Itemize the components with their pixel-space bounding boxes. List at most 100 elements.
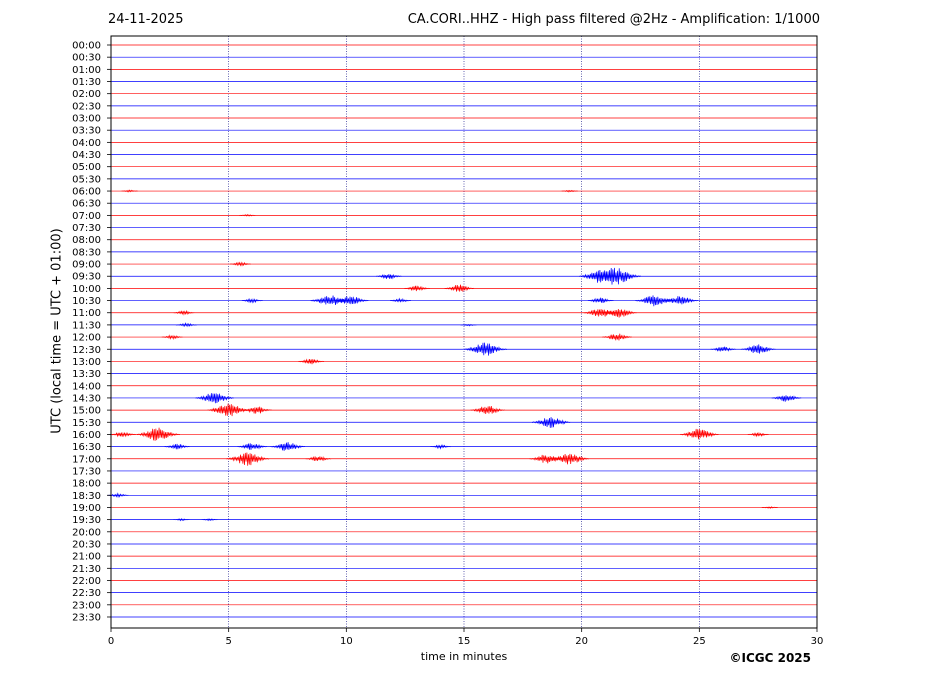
x-axis-ticks: 0 5 10 15 20 25 30 xyxy=(108,628,824,647)
seismic-burst xyxy=(771,395,802,402)
y-tick-label: 04:30 xyxy=(72,150,101,161)
seismic-bursts xyxy=(107,189,802,522)
seismic-burst xyxy=(602,333,632,341)
seismic-burst xyxy=(602,308,637,318)
seismic-burst xyxy=(207,403,251,417)
seismic-burst xyxy=(710,346,736,352)
y-tick-label: 04:00 xyxy=(72,138,101,149)
seismic-burst xyxy=(463,342,508,356)
y-tick-label: 06:30 xyxy=(72,199,101,210)
y-tick-label: 18:00 xyxy=(72,479,101,490)
seismic-burst xyxy=(389,297,411,303)
seismic-burst xyxy=(241,406,272,414)
y-tick-label: 18:30 xyxy=(72,491,101,502)
y-tick-label: 03:00 xyxy=(72,114,101,125)
seismic-burst xyxy=(173,309,195,316)
vertical-grid xyxy=(228,36,700,628)
y-tick-label: 14:00 xyxy=(72,381,101,392)
seismic-burst xyxy=(430,444,451,450)
seismic-burst xyxy=(741,344,776,354)
y-tick-label: 12:30 xyxy=(72,345,101,356)
y-tick-label: 01:30 xyxy=(72,77,101,88)
y-tick-label: 03:30 xyxy=(72,126,101,137)
y-tick-label: 12:00 xyxy=(72,333,101,344)
y-tick-label: 09:30 xyxy=(72,272,101,283)
seismic-burst xyxy=(333,296,369,305)
y-tick-label: 08:30 xyxy=(72,247,101,258)
y-tick-label: 23:00 xyxy=(72,600,101,611)
seismic-burst xyxy=(561,189,578,193)
y-tick-label: 00:00 xyxy=(72,41,101,52)
seismic-burst xyxy=(460,323,477,327)
y-tick-label: 19:00 xyxy=(72,503,101,514)
y-tick-label: 08:00 xyxy=(72,235,101,246)
y-tick-label: 07:30 xyxy=(72,223,101,234)
y-tick-label: 20:30 xyxy=(72,539,101,550)
trace-lines xyxy=(111,44,817,618)
y-tick-label: 22:00 xyxy=(72,576,101,587)
y-tick-label: 10:00 xyxy=(72,284,101,295)
seismic-burst xyxy=(679,428,719,440)
y-tick-label: 09:00 xyxy=(72,260,101,271)
y-tick-label: 14:30 xyxy=(72,393,101,404)
y-tick-label: 19:30 xyxy=(72,515,101,526)
seismic-burst xyxy=(404,285,431,292)
y-tick-label: 11:00 xyxy=(72,308,101,319)
seismic-burst xyxy=(531,417,571,428)
y-tick-label: 10:30 xyxy=(72,296,101,307)
seismic-burst xyxy=(310,295,350,305)
seismic-burst xyxy=(635,295,674,307)
x-tick-label: 20 xyxy=(575,636,588,647)
y-tick-label: 00:30 xyxy=(72,53,101,64)
seismic-burst xyxy=(237,443,268,450)
seismic-burst xyxy=(305,455,332,462)
y-tick-label: 16:30 xyxy=(72,442,101,453)
seismic-burst xyxy=(663,296,699,305)
y-tick-label: 20:00 xyxy=(72,527,101,538)
seismic-burst xyxy=(110,431,136,438)
y-axis-label: UTC (local time = UTC + 01:00) xyxy=(49,228,65,434)
seismic-burst xyxy=(298,358,325,365)
seismic-burst xyxy=(761,506,778,509)
copyright-label: ©ICGC 2025 xyxy=(729,651,811,665)
x-tick-label: 15 xyxy=(458,636,471,647)
chart-title: CA.CORI..HHZ - High pass filtered @2Hz -… xyxy=(407,12,820,27)
x-tick-label: 30 xyxy=(811,636,824,647)
seismic-burst xyxy=(229,261,251,267)
x-tick-label: 0 xyxy=(108,636,114,647)
y-tick-label: 02:00 xyxy=(72,89,101,100)
seismic-burst xyxy=(201,518,218,522)
date-label: 24-11-2025 xyxy=(108,12,184,27)
seismic-burst xyxy=(444,284,475,292)
y-tick-label: 06:00 xyxy=(72,187,101,198)
seismic-burst xyxy=(161,334,183,340)
seismic-burst xyxy=(550,453,590,465)
y-tick-label: 05:00 xyxy=(72,162,101,173)
y-tick-label: 02:30 xyxy=(72,101,101,112)
y-tick-label: 15:30 xyxy=(72,418,101,429)
y-tick-label: 21:30 xyxy=(72,564,101,575)
y-tick-label: 17:30 xyxy=(72,466,101,477)
y-tick-label: 11:30 xyxy=(72,320,101,331)
x-axis-label: time in minutes xyxy=(420,650,508,663)
y-tick-label: 01:00 xyxy=(72,65,101,76)
seismic-burst xyxy=(175,322,197,328)
seismic-burst xyxy=(136,427,181,441)
y-tick-label: 22:30 xyxy=(72,588,101,599)
y-tick-label: 07:00 xyxy=(72,211,101,222)
y-tick-label: 21:00 xyxy=(72,552,101,563)
y-tick-label: 13:30 xyxy=(72,369,101,380)
seismic-burst xyxy=(121,189,138,193)
x-tick-label: 10 xyxy=(340,636,353,647)
seismic-burst xyxy=(225,452,270,466)
seismic-burst xyxy=(470,406,506,415)
seismic-burst xyxy=(195,393,234,404)
seismic-burst xyxy=(588,267,642,285)
y-tick-label: 05:30 xyxy=(72,174,101,185)
seismic-burst xyxy=(173,517,190,522)
y-tick-label: 15:00 xyxy=(72,406,101,417)
y-tick-label: 23:30 xyxy=(72,612,101,623)
seismic-burst xyxy=(587,297,614,303)
